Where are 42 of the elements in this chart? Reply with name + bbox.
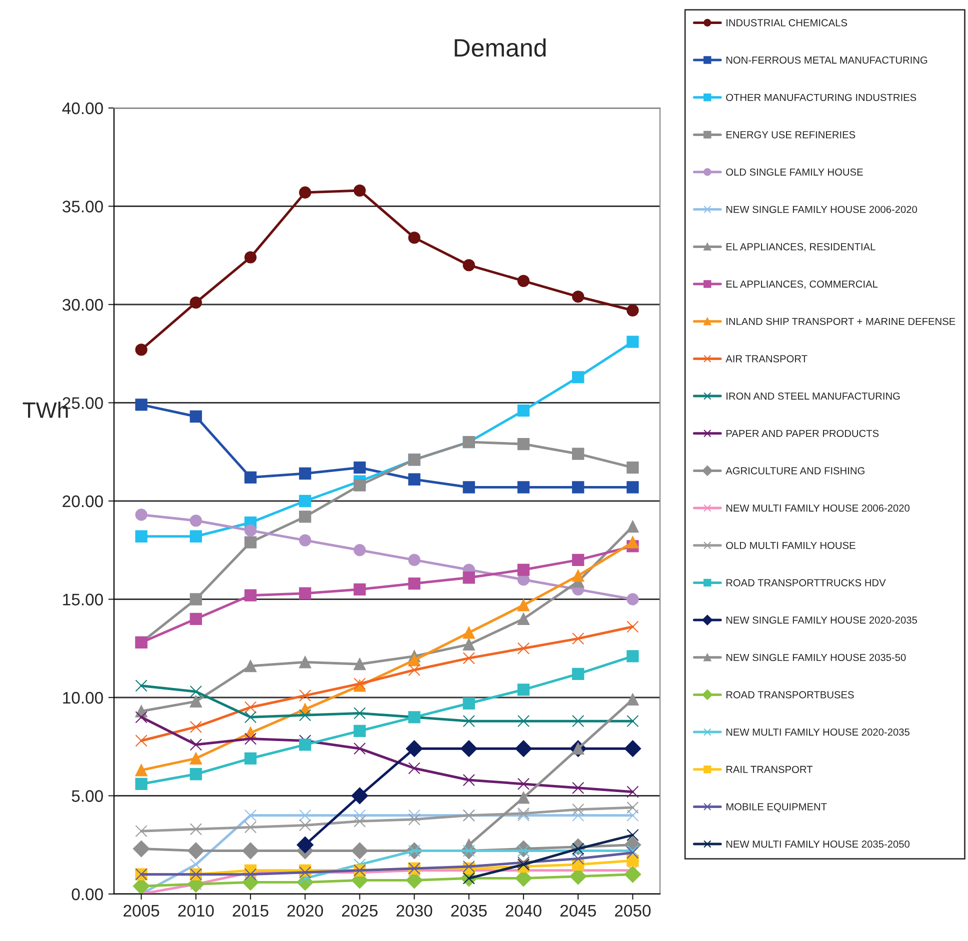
legend-label: OTHER MANUFACTURING INDUSTRIES bbox=[726, 94, 916, 102]
legend-label: MOBILE EQUIPMENT bbox=[726, 803, 827, 812]
y-tick-label: 10.00 bbox=[63, 692, 103, 704]
chart-title: Demand bbox=[454, 38, 546, 57]
x-tick-label: 2025 bbox=[342, 904, 378, 917]
legend-label: AIR TRANSPORT bbox=[726, 355, 808, 362]
legend-label: ROAD TRANSPORTTRUCKS HDV bbox=[726, 579, 886, 586]
x-tick-label: 2030 bbox=[396, 904, 432, 917]
x-tick-label: 2020 bbox=[287, 904, 323, 917]
x-tick-label: 2010 bbox=[178, 904, 214, 917]
legend-label: OLD SINGLE FAMILY HOUSE bbox=[726, 168, 863, 176]
x-tick-label: 2035 bbox=[451, 904, 487, 917]
legend-label: NEW MULTI FAMILY HOUSE 2020-2035 bbox=[726, 728, 910, 736]
y-tick-label: 20.00 bbox=[62, 495, 103, 508]
legend-label: IRON AND STEEL MANUFACTURING bbox=[726, 392, 900, 400]
x-tick-label: 2045 bbox=[560, 904, 596, 917]
x-tick-label: 2005 bbox=[124, 904, 160, 917]
legend-label: NEW SINGLE FAMILY HOUSE 2006-2020 bbox=[726, 206, 918, 214]
legend-label: OLD MULTI FAMILY HOUSE bbox=[726, 542, 856, 550]
legend-label: ENERGY USE REFINERIES bbox=[726, 131, 856, 138]
legend-label: INDUSTRIAL CHEMICALS bbox=[726, 19, 848, 26]
legend-label: NEW SINGLE FAMILY HOUSE 2035-50 bbox=[726, 654, 906, 662]
legend-label: NON-FERROUS METAL MANUFACTURING bbox=[726, 56, 928, 64]
x-tick-label: 2015 bbox=[232, 904, 268, 917]
y-tick-label: 40.00 bbox=[62, 102, 103, 114]
y-tick-label: 15.00 bbox=[63, 594, 103, 606]
y-tick-label: 30.00 bbox=[62, 298, 103, 311]
legend-label: AGRICULTURE AND FISHING bbox=[726, 467, 864, 474]
legend-label: NEW MULTI FAMILY HOUSE 2006-2020 bbox=[726, 504, 910, 512]
x-tick-label: 2040 bbox=[506, 904, 542, 917]
legend-label: EL APPLIANCES, COMMERCIAL bbox=[726, 280, 878, 289]
y-tick-label: 35.00 bbox=[62, 200, 103, 212]
legend-label: NEW SINGLE FAMILY HOUSE 2020-2035 bbox=[726, 616, 917, 624]
legend-label: INLAND SHIP TRANSPORT + MARINE DEFENSE bbox=[726, 318, 956, 326]
y-tick-label: 0.00 bbox=[72, 888, 103, 900]
legend-label: NEW MULTI FAMILY HOUSE 2035-2050 bbox=[726, 840, 910, 848]
y-tick-label: 5.00 bbox=[72, 790, 103, 802]
legend-label: EL APPLIANCES, RESIDENTIAL bbox=[726, 243, 876, 252]
legend-label: PAPER AND PAPER PRODUCTS bbox=[726, 430, 879, 438]
legend-label: RAIL TRANSPORT bbox=[726, 766, 813, 774]
legend-label: ROAD TRANSPORTBUSES bbox=[726, 691, 854, 698]
x-tick-label: 2050 bbox=[615, 904, 651, 917]
